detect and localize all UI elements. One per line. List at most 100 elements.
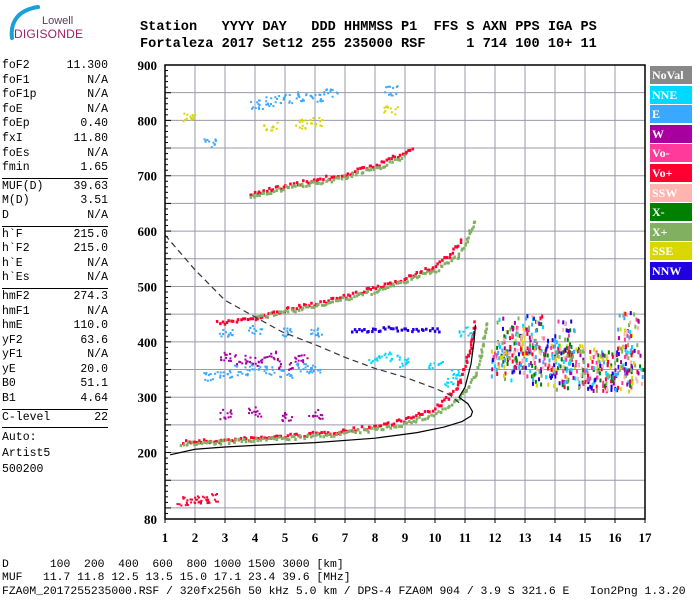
echo-dot: [311, 371, 314, 374]
echo-dot: [176, 503, 179, 506]
echo-dot: [289, 329, 292, 332]
trace-dot: [225, 321, 229, 325]
echo-dot: [206, 379, 209, 382]
echo-dot: [287, 372, 290, 375]
trace-dot: [279, 310, 282, 314]
trace-dot: [315, 181, 318, 185]
echo-dot: [621, 345, 624, 350]
trace-dot: [200, 442, 204, 446]
echo-dot: [250, 100, 253, 103]
header-label: PS: [580, 20, 597, 35]
echo-dot: [222, 328, 225, 331]
param-label: M(D): [2, 194, 30, 208]
echo-dot: [318, 116, 321, 119]
echo-dot: [529, 348, 532, 353]
echo-dot: [226, 412, 229, 415]
echo-dot: [534, 355, 537, 360]
trace-dot: [365, 168, 368, 172]
echo-dot: [534, 338, 537, 343]
trace-dot: [270, 435, 274, 439]
echo-dot: [552, 368, 555, 373]
trace-dot: [384, 287, 387, 291]
echo-dot: [401, 362, 404, 365]
echo-dot: [261, 328, 264, 331]
trace-dot: [340, 177, 344, 181]
logo-arc-icon: [9, 5, 40, 40]
echo-dot: [304, 363, 307, 366]
echo-dot: [600, 350, 603, 355]
echo-dot: [496, 371, 499, 376]
echo-dot: [297, 364, 300, 367]
logo-digisonde: DIGISONDE: [14, 27, 84, 41]
echo-dot: [617, 371, 620, 376]
x-tick-label: 6: [312, 530, 319, 545]
trace-dot: [466, 240, 470, 244]
trace-dot: [415, 417, 419, 421]
echo-dot: [541, 335, 544, 340]
echo-dot: [561, 383, 564, 388]
trace-dot: [354, 430, 357, 434]
echo-dot: [518, 365, 521, 370]
trace-dot: [393, 425, 396, 429]
echo-dot: [203, 496, 206, 499]
trace-dot: [227, 438, 230, 442]
trace-dot: [256, 192, 260, 196]
echo-dot: [498, 356, 501, 361]
trace-dot: [470, 343, 473, 347]
trace-dot: [395, 419, 399, 423]
echo-dot: [273, 358, 276, 361]
echo-dot: [528, 363, 531, 368]
trace-dot: [257, 190, 261, 194]
trace-dot: [339, 432, 342, 436]
trace-dot: [414, 273, 418, 277]
echo-dot: [623, 375, 626, 380]
echo-dot: [210, 146, 213, 149]
param-value: N/A: [87, 102, 108, 116]
trace-dot: [382, 160, 386, 164]
echo-dot: [186, 499, 189, 502]
trace-dot: [322, 303, 326, 307]
trace-dot: [249, 193, 252, 197]
echo-dot: [623, 355, 626, 360]
echo-dot: [610, 379, 613, 384]
trace-dot: [315, 431, 318, 435]
echo-dot: [513, 350, 516, 355]
echo-dot: [398, 358, 401, 361]
echo-dot: [254, 406, 257, 409]
echo-dot: [290, 330, 293, 333]
echo-dot: [258, 412, 261, 415]
trace-dot: [261, 313, 265, 317]
trace-dot: [405, 277, 408, 281]
trace-dot: [182, 443, 186, 447]
echo-dot: [284, 95, 287, 98]
echo-dot: [542, 360, 545, 365]
trace-dot: [292, 184, 295, 188]
echo-dot: [308, 415, 311, 418]
trace-dot: [218, 439, 221, 443]
trace-dot: [424, 271, 427, 275]
echo-dot: [206, 501, 209, 504]
echo-dot: [555, 368, 558, 373]
trace-dot: [418, 413, 422, 417]
echo-dot: [374, 358, 377, 361]
echo-dot: [555, 370, 558, 375]
echo-dot: [514, 364, 517, 369]
echo-dot: [613, 372, 616, 377]
echo-dot: [406, 359, 409, 362]
echo-dot: [236, 374, 239, 377]
trace-dot: [262, 191, 266, 195]
trace-dot: [248, 439, 251, 443]
trace-dot: [330, 175, 334, 179]
echo-dot: [639, 364, 642, 369]
trace-dot: [464, 243, 467, 247]
param-label: foEp: [2, 117, 30, 131]
trace-dot: [275, 434, 278, 438]
echo-dot: [521, 359, 524, 364]
y-tick-label: 700: [138, 169, 158, 184]
trace-dot: [457, 380, 460, 384]
trace-dot: [447, 261, 450, 265]
echo-dot: [251, 364, 254, 367]
trace-dot: [450, 259, 453, 263]
echo-dot: [384, 91, 387, 94]
trace-dot: [439, 411, 443, 415]
